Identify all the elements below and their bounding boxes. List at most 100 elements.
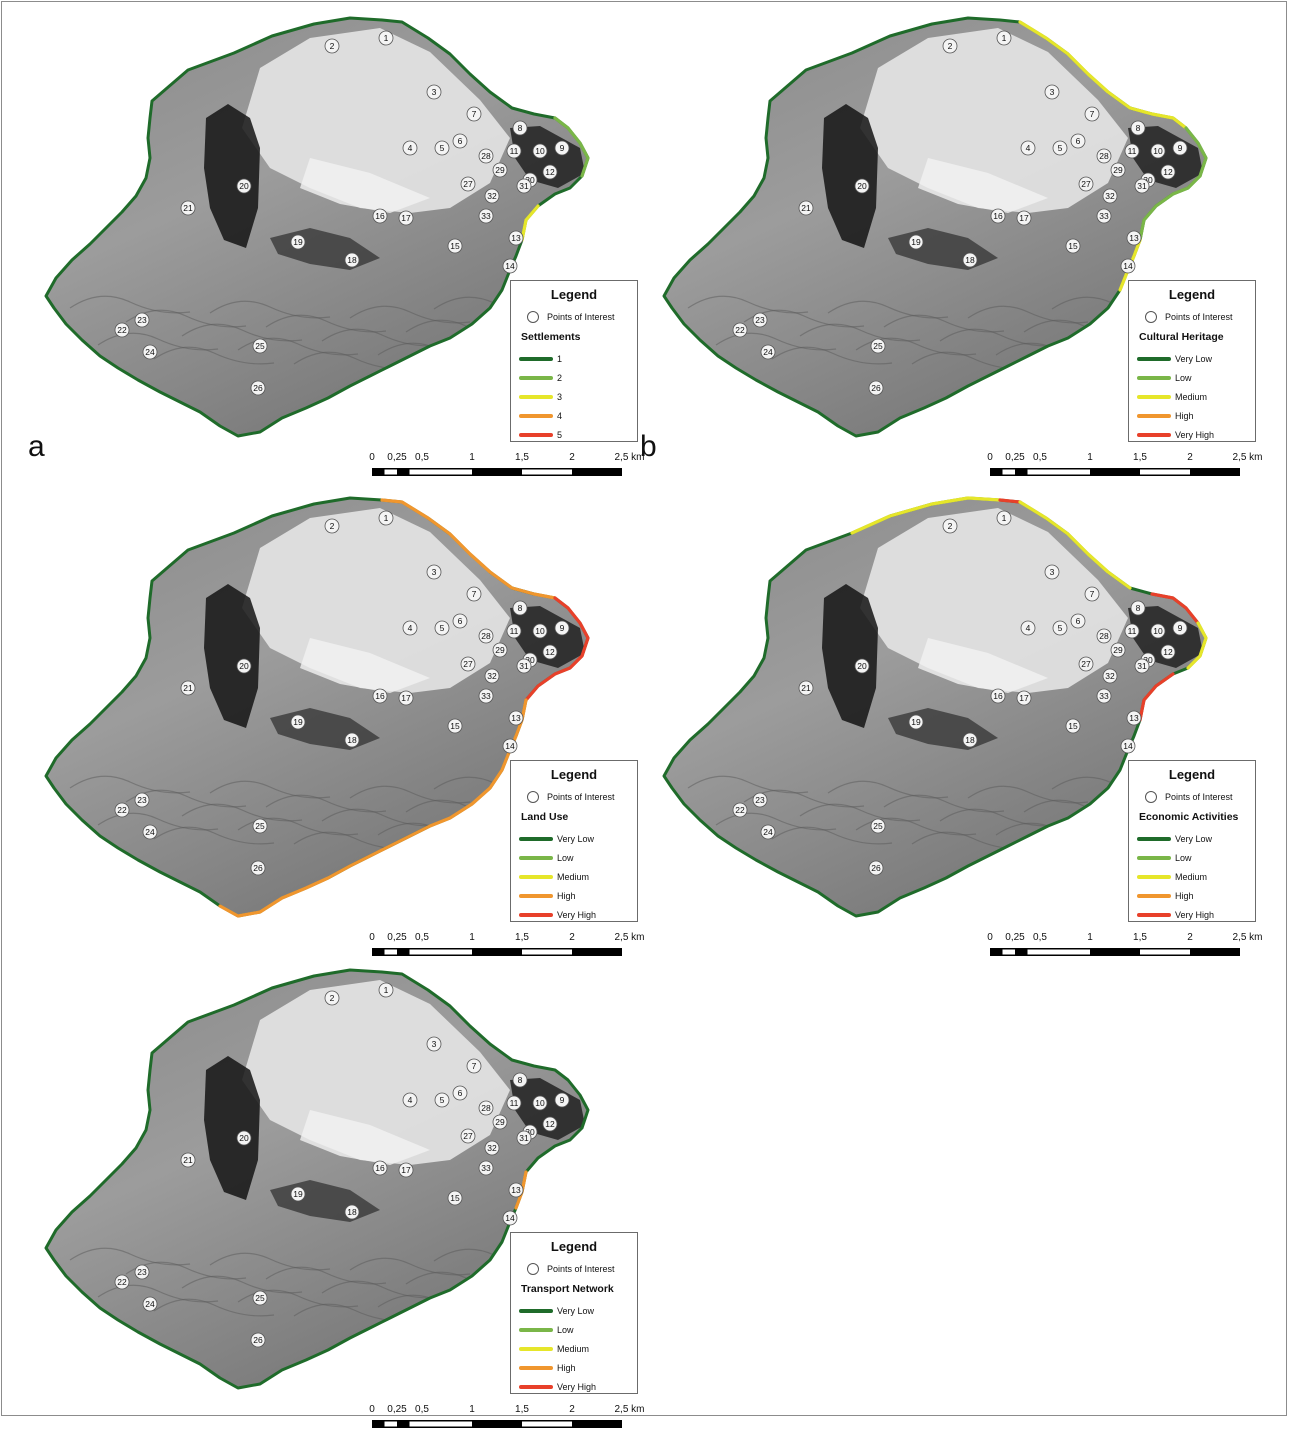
poi-marker[interactable]: 8 — [512, 600, 528, 616]
poi-marker[interactable]: 6 — [1070, 613, 1086, 629]
poi-marker[interactable]: 21 — [180, 680, 196, 696]
poi-marker[interactable]: 26 — [250, 1332, 266, 1348]
poi-marker[interactable]: 18 — [344, 1204, 360, 1220]
poi-marker[interactable]: 28 — [478, 628, 494, 644]
poi-marker[interactable]: 22 — [114, 1274, 130, 1290]
poi-marker[interactable]: 4 — [402, 620, 418, 636]
poi-marker[interactable]: 29 — [492, 642, 508, 658]
poi-marker[interactable]: 17 — [398, 1162, 414, 1178]
poi-marker[interactable]: 2 — [324, 518, 340, 534]
poi-marker[interactable]: 3 — [426, 84, 442, 100]
poi-marker[interactable]: 11 — [506, 623, 522, 639]
poi-marker[interactable]: 10 — [532, 623, 548, 639]
poi-marker[interactable]: 19 — [290, 714, 306, 730]
poi-marker[interactable]: 7 — [466, 1058, 482, 1074]
poi-marker[interactable]: 2 — [324, 990, 340, 1006]
poi-marker[interactable]: 9 — [1172, 620, 1188, 636]
poi-marker[interactable]: 1 — [378, 30, 394, 46]
poi-marker[interactable]: 12 — [1160, 644, 1176, 660]
poi-marker[interactable]: 19 — [290, 234, 306, 250]
poi-marker[interactable]: 27 — [460, 176, 476, 192]
poi-marker[interactable]: 18 — [962, 252, 978, 268]
poi-marker[interactable]: 32 — [1102, 668, 1118, 684]
poi-marker[interactable]: 1 — [996, 30, 1012, 46]
poi-marker[interactable]: 13 — [1126, 230, 1142, 246]
poi-marker[interactable]: 21 — [180, 1152, 196, 1168]
poi-marker[interactable]: 20 — [236, 178, 252, 194]
poi-marker[interactable]: 23 — [134, 1264, 150, 1280]
poi-marker[interactable]: 32 — [484, 1140, 500, 1156]
poi-marker[interactable]: 26 — [250, 860, 266, 876]
poi-marker[interactable]: 24 — [760, 344, 776, 360]
poi-marker[interactable]: 31 — [516, 178, 532, 194]
poi-marker[interactable]: 13 — [508, 230, 524, 246]
poi-marker[interactable]: 3 — [1044, 564, 1060, 580]
poi-marker[interactable]: 25 — [252, 1290, 268, 1306]
poi-marker[interactable]: 24 — [142, 824, 158, 840]
poi-marker[interactable]: 17 — [398, 210, 414, 226]
poi-marker[interactable]: 12 — [542, 1116, 558, 1132]
poi-marker[interactable]: 10 — [1150, 143, 1166, 159]
poi-marker[interactable]: 16 — [990, 208, 1006, 224]
poi-marker[interactable]: 6 — [452, 613, 468, 629]
poi-marker[interactable]: 29 — [492, 162, 508, 178]
poi-marker[interactable]: 3 — [426, 564, 442, 580]
poi-marker[interactable]: 5 — [434, 1092, 450, 1108]
poi-marker[interactable]: 25 — [252, 338, 268, 354]
poi-marker[interactable]: 6 — [452, 133, 468, 149]
poi-marker[interactable]: 4 — [402, 1092, 418, 1108]
poi-marker[interactable]: 31 — [1134, 178, 1150, 194]
poi-marker[interactable]: 24 — [142, 344, 158, 360]
poi-marker[interactable]: 26 — [868, 860, 884, 876]
poi-marker[interactable]: 12 — [542, 644, 558, 660]
poi-marker[interactable]: 15 — [447, 1190, 463, 1206]
poi-marker[interactable]: 15 — [447, 238, 463, 254]
poi-marker[interactable]: 33 — [478, 688, 494, 704]
poi-marker[interactable]: 12 — [542, 164, 558, 180]
poi-marker[interactable]: 4 — [1020, 620, 1036, 636]
poi-marker[interactable]: 7 — [1084, 586, 1100, 602]
poi-marker[interactable]: 27 — [460, 656, 476, 672]
poi-marker[interactable]: 23 — [134, 792, 150, 808]
poi-marker[interactable]: 31 — [1134, 658, 1150, 674]
poi-marker[interactable]: 18 — [344, 252, 360, 268]
poi-marker[interactable]: 26 — [868, 380, 884, 396]
poi-marker[interactable]: 17 — [1016, 690, 1032, 706]
poi-marker[interactable]: 33 — [1096, 688, 1112, 704]
poi-marker[interactable]: 20 — [854, 658, 870, 674]
poi-marker[interactable]: 22 — [114, 802, 130, 818]
poi-marker[interactable]: 19 — [290, 1186, 306, 1202]
poi-marker[interactable]: 13 — [508, 710, 524, 726]
poi-marker[interactable]: 5 — [1052, 140, 1068, 156]
poi-marker[interactable]: 7 — [466, 106, 482, 122]
poi-marker[interactable]: 9 — [554, 620, 570, 636]
poi-marker[interactable]: 14 — [502, 1210, 518, 1226]
poi-marker[interactable]: 9 — [554, 1092, 570, 1108]
poi-marker[interactable]: 21 — [798, 680, 814, 696]
poi-marker[interactable]: 21 — [798, 200, 814, 216]
poi-marker[interactable]: 33 — [478, 208, 494, 224]
poi-marker[interactable]: 31 — [516, 1130, 532, 1146]
poi-marker[interactable]: 11 — [1124, 143, 1140, 159]
poi-marker[interactable]: 10 — [532, 1095, 548, 1111]
poi-marker[interactable]: 3 — [1044, 84, 1060, 100]
poi-marker[interactable]: 23 — [134, 312, 150, 328]
poi-marker[interactable]: 2 — [942, 518, 958, 534]
poi-marker[interactable]: 33 — [1096, 208, 1112, 224]
poi-marker[interactable]: 27 — [1078, 656, 1094, 672]
poi-marker[interactable]: 5 — [434, 620, 450, 636]
poi-marker[interactable]: 19 — [908, 234, 924, 250]
poi-marker[interactable]: 20 — [236, 1130, 252, 1146]
poi-marker[interactable]: 10 — [1150, 623, 1166, 639]
poi-marker[interactable]: 25 — [870, 338, 886, 354]
poi-marker[interactable]: 15 — [447, 718, 463, 734]
poi-marker[interactable]: 10 — [532, 143, 548, 159]
poi-marker[interactable]: 4 — [402, 140, 418, 156]
poi-marker[interactable]: 2 — [324, 38, 340, 54]
poi-marker[interactable]: 18 — [962, 732, 978, 748]
poi-marker[interactable]: 27 — [1078, 176, 1094, 192]
poi-marker[interactable]: 24 — [760, 824, 776, 840]
poi-marker[interactable]: 25 — [870, 818, 886, 834]
poi-marker[interactable]: 8 — [512, 120, 528, 136]
poi-marker[interactable]: 1 — [378, 510, 394, 526]
